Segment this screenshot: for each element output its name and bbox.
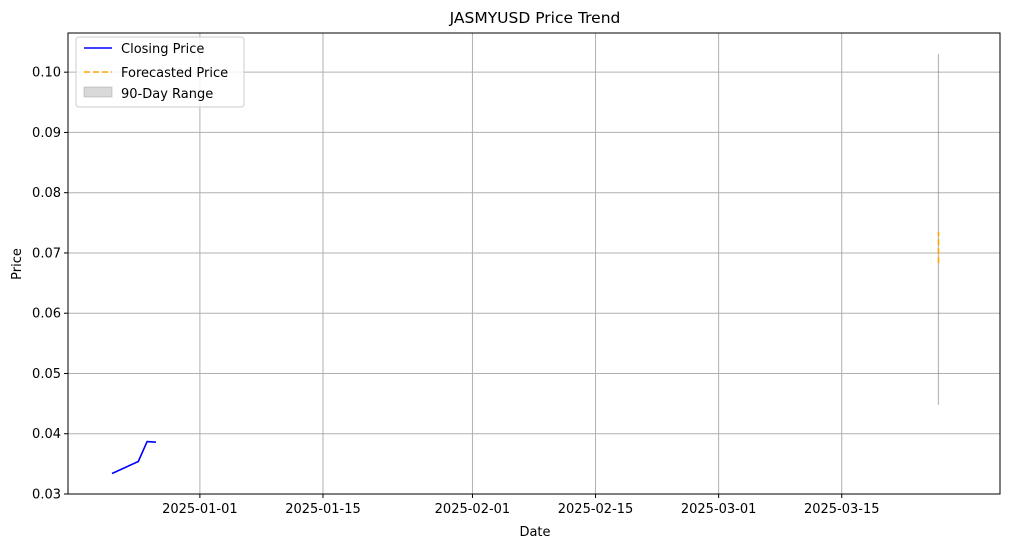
y-tick-label: 0.05 xyxy=(32,367,61,382)
x-axis-ticks: 2025-01-01 2025-01-15 2025-02-01 2025-02-15… xyxy=(162,494,880,517)
x-tick-label: 2025-03-15 xyxy=(804,502,880,517)
closing-price-line xyxy=(111,440,156,475)
x-tick-label: 2025-02-01 xyxy=(435,502,511,517)
plot-frame xyxy=(67,32,1001,495)
y-axis-ticks: 0.03 0.04 0.05 0.06 0.07 0.08 0.09 0.10 xyxy=(32,66,68,503)
x-tick-label: 2025-01-15 xyxy=(285,502,361,517)
y-axis-label: Price xyxy=(10,248,25,280)
x-tick-label: 2025-02-15 xyxy=(558,502,634,517)
y-tick-label: 0.08 xyxy=(32,186,61,201)
legend-range-label: 90-Day Range xyxy=(121,87,213,102)
y-tick-label: 0.04 xyxy=(32,427,61,442)
legend-closing-label: Closing Price xyxy=(121,42,204,57)
legend-forecast-label: Forecasted Price xyxy=(121,66,228,81)
grid-lines xyxy=(68,33,1000,495)
x-tick-label: 2025-03-01 xyxy=(681,502,757,517)
x-tick-label: 2025-01-01 xyxy=(162,502,238,517)
y-tick-label: 0.10 xyxy=(32,66,61,81)
series-lines xyxy=(111,231,940,475)
legend-range-swatch xyxy=(83,86,113,98)
legend-box xyxy=(75,36,245,108)
y-tick-label: 0.09 xyxy=(32,126,61,141)
y-tick-label: 0.03 xyxy=(32,488,61,503)
y-tick-label: 0.07 xyxy=(32,246,61,261)
y-tick-label: 0.06 xyxy=(32,307,61,322)
legend: Closing Price Forecasted Price 90-Day Ra… xyxy=(75,36,245,108)
x-axis-label: Date xyxy=(519,525,550,540)
chart-title: JASMYUSD Price Trend xyxy=(449,9,621,27)
